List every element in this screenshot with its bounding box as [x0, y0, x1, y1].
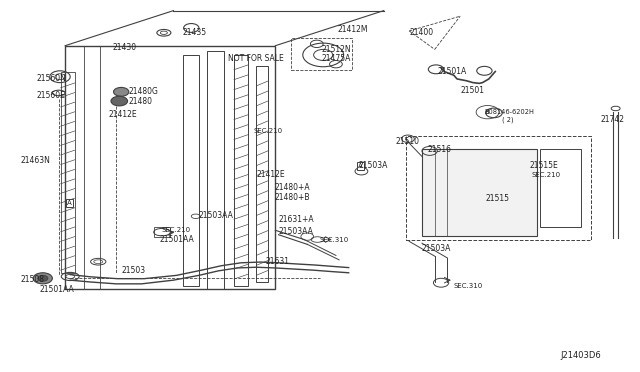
Text: 21400: 21400 [409, 28, 433, 37]
Text: 21631+A: 21631+A [278, 215, 314, 224]
Text: 21742: 21742 [600, 115, 625, 124]
Bar [406, 136, 591, 240]
Text: 21475A: 21475A [322, 54, 351, 63]
Text: 21501AA: 21501AA [159, 235, 194, 244]
Text: SEC.210: SEC.210 [253, 128, 282, 134]
Text: NOT FOR SALE: NOT FOR SALE [228, 54, 284, 63]
Text: 21503A: 21503A [422, 244, 451, 253]
Text: 21560E: 21560E [36, 91, 65, 100]
Bar [422, 149, 537, 236]
Circle shape [113, 87, 129, 96]
Text: 21560N: 21560N [36, 74, 67, 83]
Bar [234, 55, 248, 286]
Text: ( 2): ( 2) [502, 116, 513, 123]
Text: 21480+B: 21480+B [274, 193, 310, 202]
Text: 21503: 21503 [121, 266, 145, 275]
Text: 21412M: 21412M [338, 25, 369, 33]
Text: 21463N: 21463N [20, 155, 51, 165]
Bar [65, 46, 275, 289]
Text: 21501A: 21501A [438, 67, 467, 76]
Text: B: B [486, 110, 490, 115]
Text: 21480G: 21480G [129, 87, 159, 96]
Bar [154, 227, 170, 237]
Text: SEC.210: SEC.210 [532, 172, 561, 178]
Text: SEC.310: SEC.310 [320, 237, 349, 243]
Bar [540, 149, 581, 227]
Text: B08146-6202H: B08146-6202H [484, 109, 534, 115]
Text: 21515: 21515 [486, 195, 509, 203]
Text: 21501: 21501 [460, 86, 484, 94]
Text: 21412E: 21412E [256, 170, 285, 179]
Text: 21480+A: 21480+A [274, 183, 310, 192]
Bar [256, 66, 268, 282]
Text: 21430: 21430 [113, 43, 137, 52]
Text: A: A [67, 200, 72, 206]
Text: 21435: 21435 [183, 28, 207, 37]
Circle shape [38, 275, 48, 281]
Circle shape [111, 96, 127, 106]
Circle shape [33, 273, 52, 284]
Text: 21631: 21631 [266, 257, 290, 266]
Text: 21512N: 21512N [322, 45, 351, 54]
Text: 21508: 21508 [20, 275, 45, 283]
Text: 21503A: 21503A [358, 161, 388, 170]
Text: 21503AA: 21503AA [199, 211, 234, 220]
Bar [61, 71, 75, 273]
Bar [291, 38, 352, 70]
Text: J21403D6: J21403D6 [561, 350, 602, 360]
Text: 21515E: 21515E [529, 161, 557, 170]
Text: 21412E: 21412E [108, 109, 137, 119]
Bar [183, 55, 199, 286]
Text: 21510: 21510 [395, 137, 419, 146]
Text: 21503AA: 21503AA [278, 227, 314, 235]
Text: SEC.310: SEC.310 [454, 283, 483, 289]
Text: 21516: 21516 [427, 145, 451, 154]
Text: 21480: 21480 [129, 97, 153, 106]
Text: 21501AA: 21501AA [40, 285, 74, 294]
Bar [207, 51, 225, 289]
Text: SEC.210: SEC.210 [162, 227, 191, 233]
Text: A: A [358, 163, 362, 169]
